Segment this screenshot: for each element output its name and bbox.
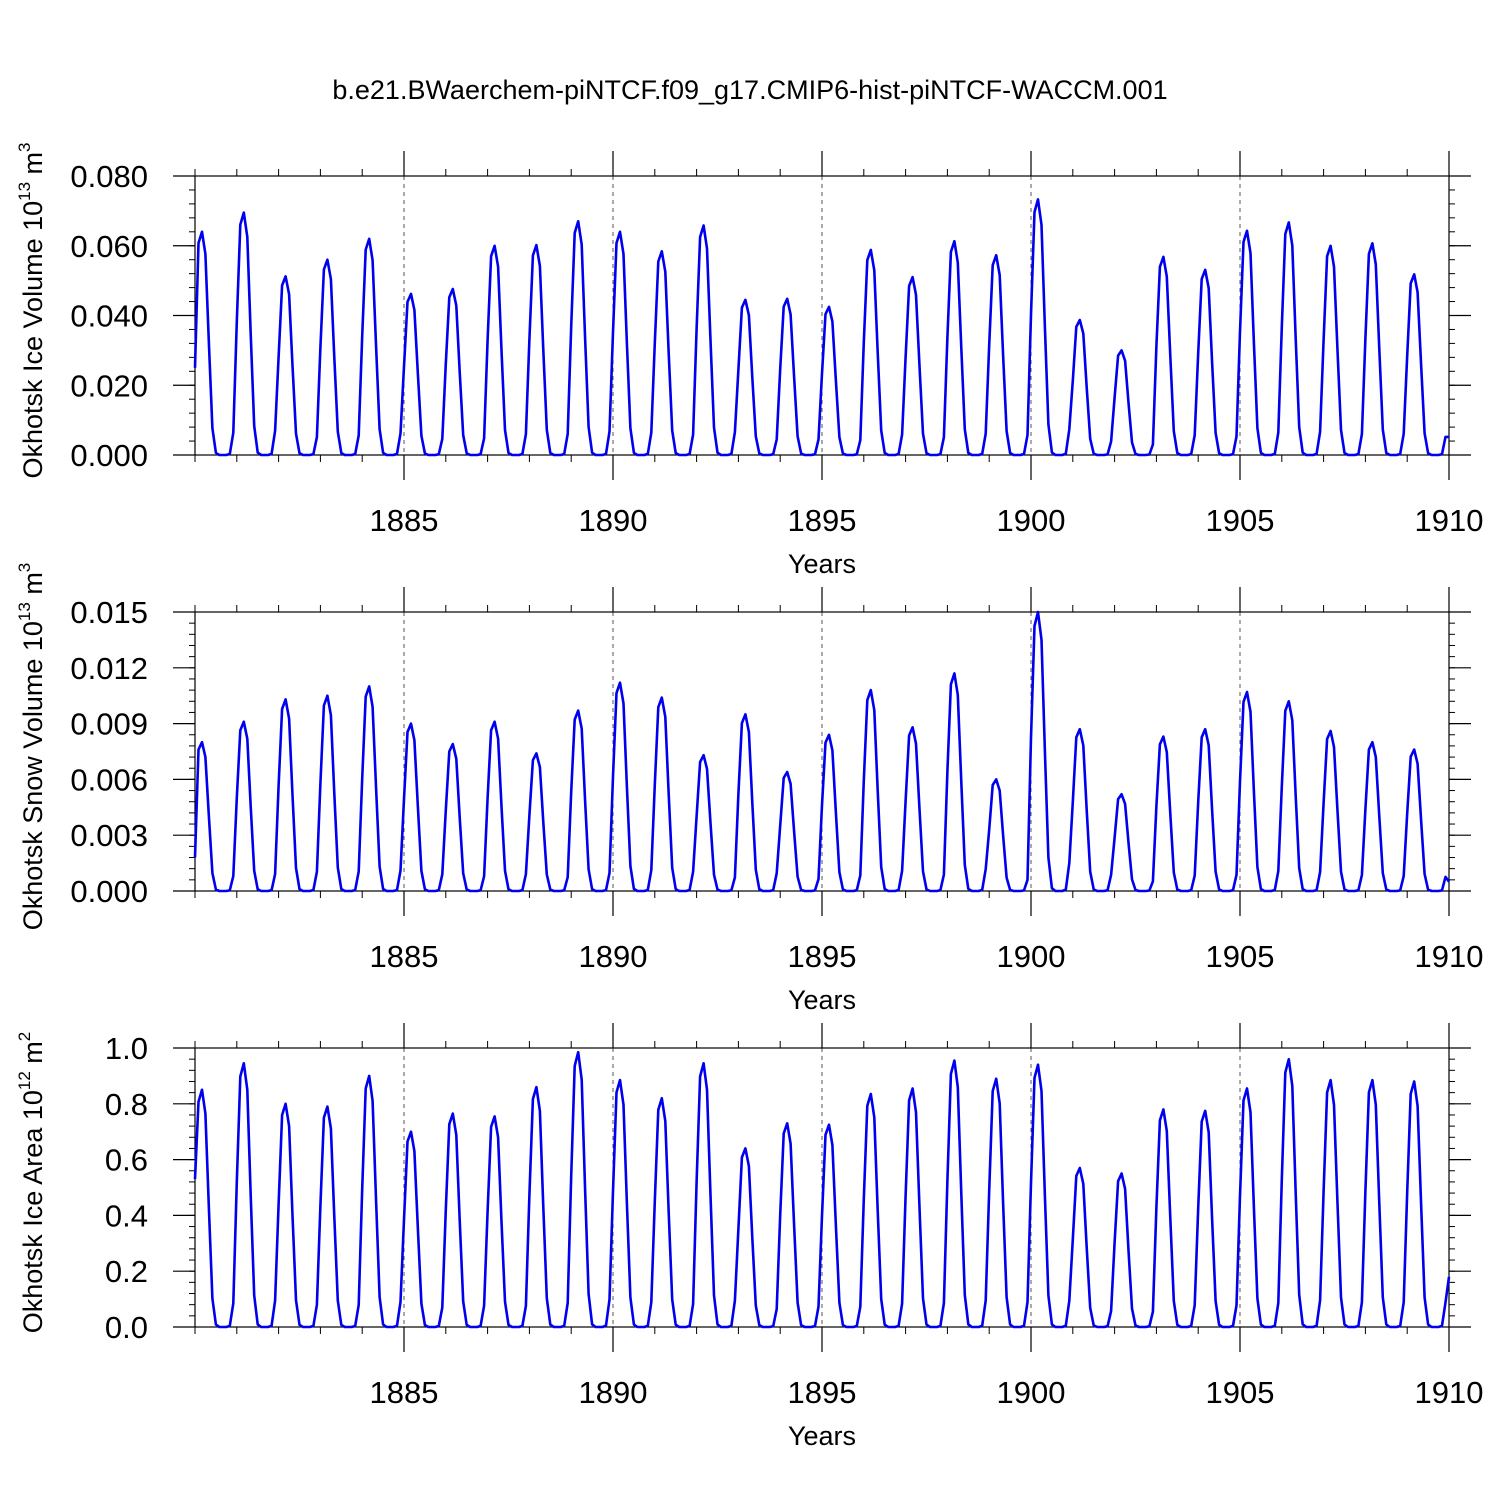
y-tick-label: 0.009	[70, 707, 148, 742]
x-tick-label: 1900	[997, 939, 1066, 974]
y-axis-title: Okhotsk Ice Volume 1013 m3	[15, 142, 48, 478]
y-axis-title-exponent: 13	[15, 182, 34, 201]
x-axis-title: Years	[788, 549, 856, 579]
x-tick-label: 1890	[579, 1375, 648, 1410]
panels: 0.000 0.020 0.040 0.060 0.080 1885 1890 1895 190…	[15, 142, 1483, 1451]
y-tick-label: 0.015	[70, 595, 148, 630]
y-tick-label: 0.040	[70, 299, 148, 334]
x-tick-label: 1885	[370, 939, 439, 974]
y-tick-label: 0.060	[70, 229, 148, 264]
x-tick-label: 1910	[1415, 503, 1484, 538]
y-tick-label: 0.006	[70, 762, 148, 797]
x-tick-label: 1910	[1415, 1375, 1484, 1410]
x-tick-label: 1885	[370, 1375, 439, 1410]
y-tick-label: 0.020	[70, 368, 148, 403]
x-tick-label: 1895	[788, 1375, 857, 1410]
y-axis-title: Okhotsk Ice Area 1012 m2	[15, 1032, 48, 1334]
y-axis-title-unit: m	[18, 152, 48, 182]
y-tick-label: 0.000	[70, 438, 148, 473]
y-tick-label: 0.003	[70, 818, 148, 853]
y-tick-label: 0.0	[105, 1310, 148, 1345]
series-line-snow-volume	[193, 610, 1451, 893]
plot-frame	[194, 175, 1450, 456]
y-tick-label: 0.2	[105, 1254, 148, 1289]
x-axis-title: Years	[788, 985, 856, 1015]
x-tick-label: 1885	[370, 503, 439, 538]
y-axis-title-main: Okhotsk Ice Area 10	[18, 1090, 48, 1333]
y-axis-title-exponent: 12	[15, 1071, 34, 1090]
x-tick-label: 1910	[1415, 939, 1484, 974]
x-tick-label: 1895	[788, 503, 857, 538]
y-axis-title-exponent: 13	[15, 602, 34, 621]
x-tick-label: 1900	[997, 1375, 1066, 1410]
y-tick-label: 0.080	[70, 159, 148, 194]
x-tick-label: 1890	[579, 503, 648, 538]
y-tick-label: 1.0	[105, 1031, 148, 1066]
x-tick-label: 1905	[1206, 939, 1275, 974]
panel-ice-volume: 0.000 0.020 0.040 0.060 0.080 1885 1890 1895 190…	[15, 142, 1483, 579]
x-tick-label: 1900	[997, 503, 1066, 538]
x-tick-label: 1905	[1206, 1375, 1275, 1410]
x-tick-label: 1895	[788, 939, 857, 974]
plot-frame	[194, 1047, 1450, 1328]
x-tick-label: 1905	[1206, 503, 1275, 538]
series-line-ice-volume	[193, 198, 1449, 457]
y-tick-label: 0.012	[70, 651, 148, 686]
y-axis-title-main: Okhotsk Ice Volume 10	[18, 201, 48, 479]
y-tick-label: 0.000	[70, 874, 148, 909]
y-axis-title-unit: m	[18, 1041, 48, 1071]
x-axis-title: Years	[788, 1421, 856, 1451]
figure-title: b.e21.BWaerchem-piNTCF.f09_g17.CMIP6-his…	[332, 75, 1167, 105]
y-axis-title-unit-exponent: 3	[15, 142, 34, 151]
y-axis-title-unit-exponent: 2	[15, 1032, 34, 1041]
y-tick-label: 0.4	[105, 1198, 148, 1233]
plot-frame	[194, 611, 1450, 892]
series-line-ice-area	[193, 1050, 1451, 1329]
y-axis-title-unit: m	[18, 572, 48, 602]
y-axis-title: Okhotsk Snow Volume 1013 m3	[15, 563, 48, 931]
panel-ice-area: 0.0 0.2 0.4 0.6 0.8 1.0 1885 1890 1895 1900 1905 19…	[15, 1023, 1483, 1451]
y-axis-title-main: Okhotsk Snow Volume 10	[18, 621, 48, 930]
y-tick-label: 0.6	[105, 1143, 148, 1178]
y-axis-title-unit-exponent: 3	[15, 563, 34, 572]
y-tick-label: 0.8	[105, 1087, 148, 1122]
x-tick-label: 1890	[579, 939, 648, 974]
panel-snow-volume: 0.000 0.003 0.006 0.009 0.012 0.015 1885 1890 18…	[15, 563, 1483, 1015]
